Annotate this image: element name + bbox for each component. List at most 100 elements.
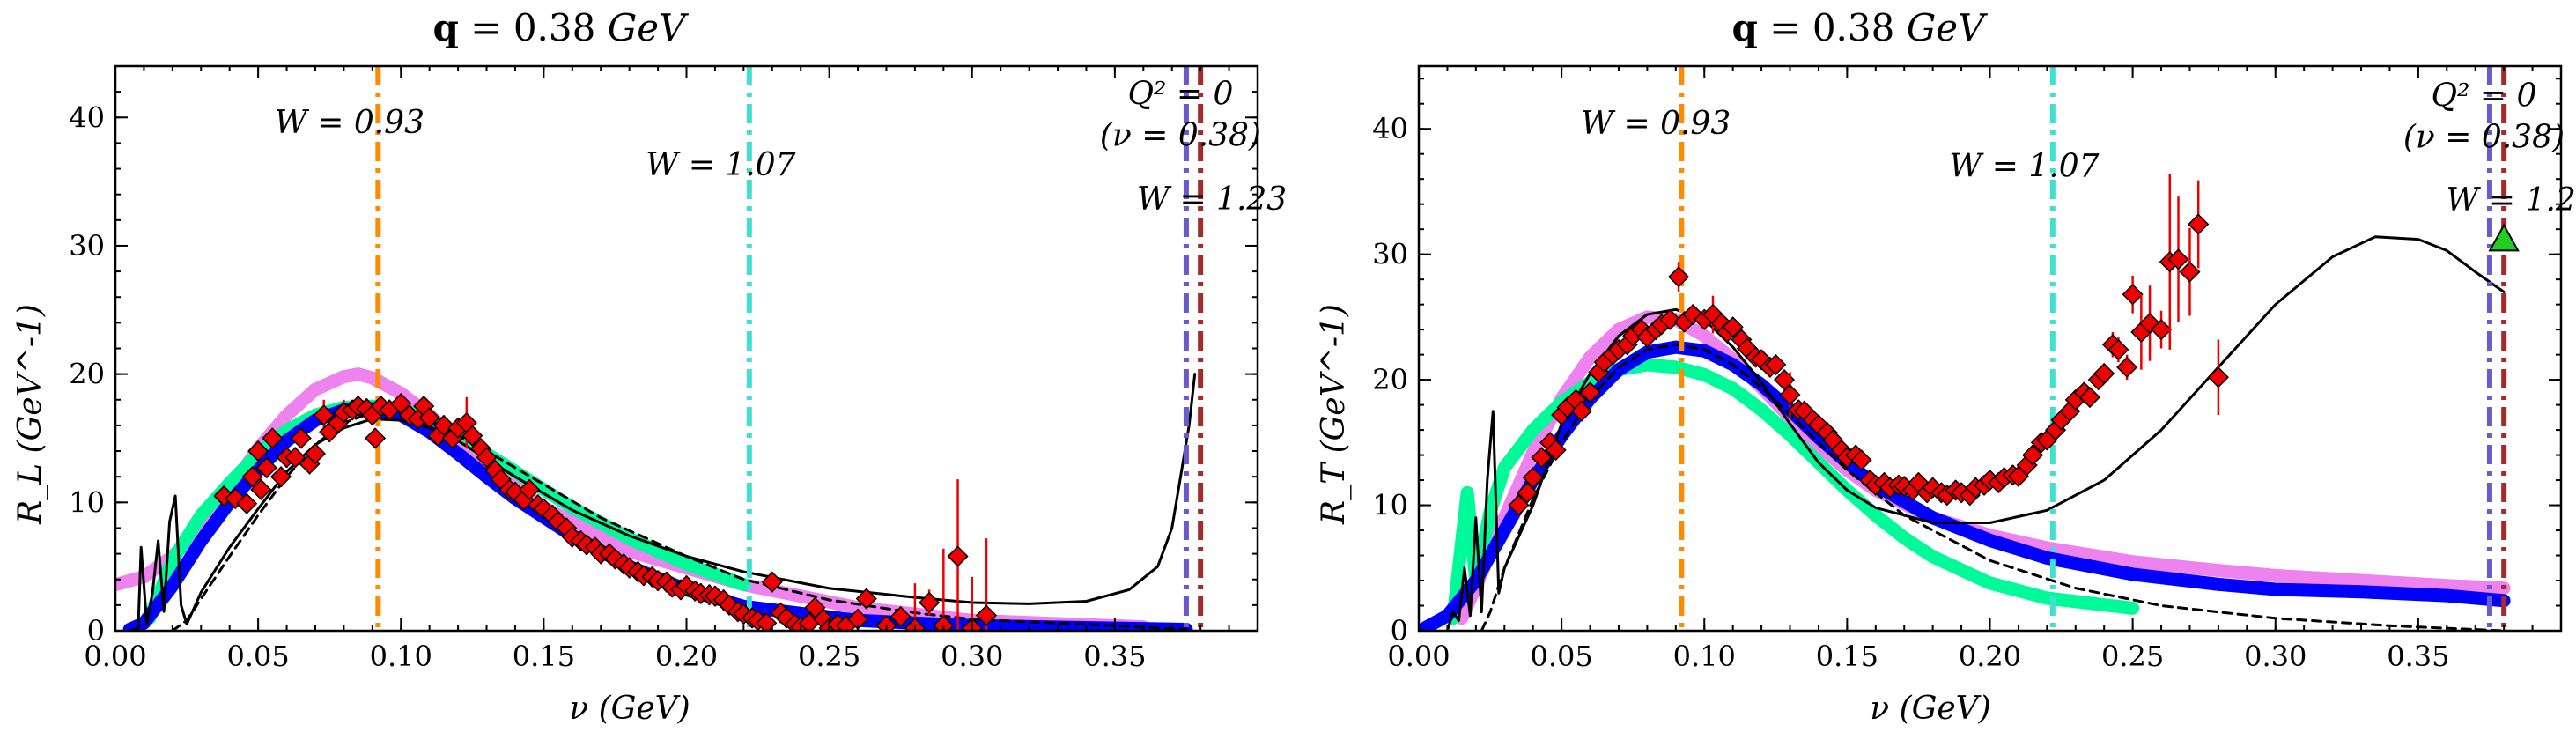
x-tick-label: 0.35 (1083, 640, 1146, 673)
annotation-1: W = 1.07 (646, 147, 795, 183)
x-tick-label: 0.05 (1531, 640, 1593, 673)
data-point (2179, 261, 2201, 283)
data-point (2116, 356, 2138, 378)
data-point (1531, 447, 1553, 469)
photon-point (2488, 223, 2520, 252)
plot-area-rt: W = 0.93 W = 1.07 Q² = 0 (ν = 0.38) W = 1.23… (1372, 64, 2576, 673)
data-point (1722, 316, 1744, 338)
annotation-2: Q² = 0 (1127, 77, 1233, 113)
x-tick-label: 0.30 (2244, 640, 2307, 673)
plot-area-rl: W = 0.93 W = 1.07 Q² = 0 (ν = 0.38) W = 1.23… (69, 64, 1287, 673)
data-point (432, 414, 454, 436)
x-tick-label: 0.15 (513, 640, 575, 673)
x-tick-label: 0.25 (2101, 640, 2164, 673)
y-tick-label: 10 (1372, 489, 1408, 522)
annotation-2: Q² = 0 (2431, 78, 2536, 115)
data-point (1779, 384, 1801, 406)
y-tick-label: 0 (1391, 614, 1408, 648)
series-green-band (1446, 358, 2140, 625)
panel-rl-ylabel: R_L (GeV^-1) (12, 304, 48, 525)
data-point (889, 605, 912, 628)
data-point (1508, 494, 1530, 516)
data-point (304, 442, 327, 465)
data-point (761, 571, 783, 593)
data-point (2078, 386, 2101, 409)
x-tick-label: 0.15 (1816, 640, 1878, 673)
data-point (2093, 362, 2115, 385)
series-black-dashed (1480, 343, 2506, 631)
data-point (1517, 482, 1539, 504)
series-blue-band (122, 402, 1193, 631)
x-tick-label: 0.20 (655, 640, 718, 673)
y-tick-label: 20 (1372, 363, 1408, 396)
annotation-1: W = 1.07 (1949, 148, 2099, 184)
data-point (1668, 266, 1690, 288)
x-tick-label: 0.25 (798, 640, 860, 673)
data-point (313, 404, 335, 426)
panel-rt: q = 0.38 GeV W = 0.93 W = 1.07 Q² = 0 (ν = … (1316, 6, 2576, 727)
data-point (1659, 308, 1681, 330)
data-point (919, 591, 941, 614)
annotation-0: W = 0.93 (275, 105, 424, 141)
x-tick-label: 0.30 (941, 640, 1003, 673)
data-point (255, 456, 277, 479)
panel-rt-title: q = 0.38 GeV (1732, 6, 1989, 49)
data-point (236, 492, 258, 514)
annotation-4: W = 1.23 (2446, 182, 2576, 218)
data-point (2022, 444, 2044, 466)
data-point (2122, 284, 2144, 306)
data-point (365, 427, 387, 449)
series-black-solid (128, 373, 1197, 631)
data-point (284, 447, 306, 469)
data-point (519, 478, 541, 500)
data-point (461, 425, 483, 447)
series-black-solid (1445, 235, 2506, 631)
annotation-0: W = 0.93 (1581, 106, 1731, 142)
data-point (247, 440, 269, 462)
data-point (933, 615, 955, 631)
plot-marks (115, 66, 1204, 631)
data-point (2150, 319, 2173, 341)
x-tick-label: 0.10 (370, 640, 432, 673)
data-point (1850, 449, 1872, 471)
data-point (270, 466, 292, 488)
data-point (2207, 366, 2229, 388)
x-tick-label: 0.05 (227, 640, 290, 673)
x-tick-label: 0.20 (1959, 640, 2021, 673)
y-tick-label: 0 (87, 614, 105, 648)
panel-rl-title: q = 0.38 GeV (433, 6, 690, 49)
x-tick-label: 0.00 (84, 640, 146, 673)
data-point (1545, 439, 1567, 461)
panel-rl: q = 0.38 GeV W = 0.93 W = 1.07 Q² = 0 (ν = … (12, 6, 1287, 727)
y-tick-label: 40 (1372, 112, 1408, 145)
data-point (904, 618, 926, 631)
y-tick-label: 20 (69, 358, 105, 391)
data-point (241, 466, 263, 488)
data-point (476, 447, 498, 469)
x-tick-label: 0.10 (1673, 640, 1736, 673)
y-tick-label: 30 (1372, 238, 1408, 271)
data-point (1570, 400, 1592, 422)
data-point (855, 588, 877, 610)
data-point (2188, 213, 2210, 235)
x-tick-label: 0.00 (1387, 640, 1450, 673)
panel-rl-xlabel: ν (GeV) (569, 691, 690, 727)
data-point (1522, 467, 1544, 489)
data-point (250, 478, 272, 500)
data-point (1765, 353, 1787, 376)
data-point (2167, 248, 2189, 270)
data-point (290, 427, 312, 449)
y-tick-label: 30 (69, 229, 105, 263)
plot-marks (1419, 66, 2511, 631)
annotation-3: (ν = 0.38) (2403, 120, 2565, 156)
annotation-3: (ν = 0.38) (1100, 117, 1261, 153)
annotation-4: W = 1.23 (1137, 181, 1287, 218)
data-point (262, 427, 284, 449)
panel-rt-ylabel: R_T (GeV^-1) (1316, 304, 1352, 525)
data-point (975, 604, 998, 626)
panel-rt-xlabel: ν (GeV) (1870, 691, 1990, 727)
y-tick-label: 40 (69, 100, 105, 134)
data-point (947, 545, 969, 567)
data-point (418, 407, 440, 429)
